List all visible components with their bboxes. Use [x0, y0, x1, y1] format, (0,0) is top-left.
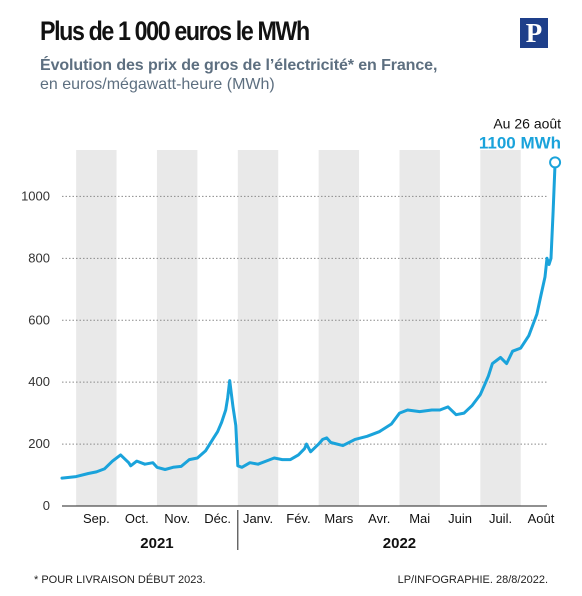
- chart-subtitle: Évolution des prix de gros de l’électric…: [40, 57, 438, 74]
- month-label: Sep.: [83, 511, 110, 526]
- y-axis: 0 200 400 600 800 1000: [21, 188, 50, 513]
- month-band: [318, 150, 360, 506]
- month-bands: [76, 150, 521, 506]
- annotation-value: 1100 MWh: [479, 133, 561, 152]
- series-layer: [60, 160, 557, 480]
- price-line: [60, 160, 557, 480]
- month-band: [237, 150, 279, 506]
- month-label: Déc.: [204, 511, 231, 526]
- month-label: Juin: [448, 511, 472, 526]
- y-tick-label: 200: [28, 436, 50, 451]
- footnote: * POUR LIVRAISON DÉBUT 2023.: [34, 574, 206, 586]
- y-tick-label: 800: [28, 250, 50, 265]
- month-band: [480, 150, 521, 506]
- year-label: 2022: [383, 535, 416, 552]
- month-band: [399, 150, 440, 506]
- month-label: Août: [528, 511, 555, 526]
- month-label: Nov.: [164, 511, 190, 526]
- x-axis: Sep. Oct. Nov. Déc. Janv. Fév. Mars Avr. Mai Juin…: [62, 505, 555, 552]
- annotation-layer: Au 26 août 1100 MWh: [479, 115, 562, 169]
- y-tick-label: 600: [28, 312, 50, 327]
- chart-title: Plus de 1 000 euros le MWh: [40, 16, 310, 46]
- month-label: Juil.: [489, 511, 512, 526]
- last-value-marker: [549, 156, 562, 169]
- year-label: 2021: [140, 535, 173, 552]
- publisher-logo: P: [520, 18, 548, 48]
- month-label: Mars: [324, 511, 353, 526]
- month-band: [156, 150, 198, 506]
- month-label: Janv.: [243, 511, 273, 526]
- month-label: Mai: [409, 511, 430, 526]
- y-tick-label: 400: [28, 374, 50, 389]
- month-band: [76, 150, 117, 506]
- unit-label: en euros/mégawatt-heure (MWh): [40, 76, 275, 93]
- annotation-date: Au 26 août: [493, 115, 561, 131]
- month-label: Avr.: [368, 511, 390, 526]
- credit-line: LP/INFOGRAPHIE. 28/8/2022.: [397, 574, 548, 586]
- month-label: Fév.: [286, 511, 310, 526]
- month-label: Oct.: [125, 511, 149, 526]
- gridlines: [62, 195, 547, 445]
- y-tick-label: 0: [43, 498, 50, 513]
- y-tick-label: 1000: [21, 188, 50, 203]
